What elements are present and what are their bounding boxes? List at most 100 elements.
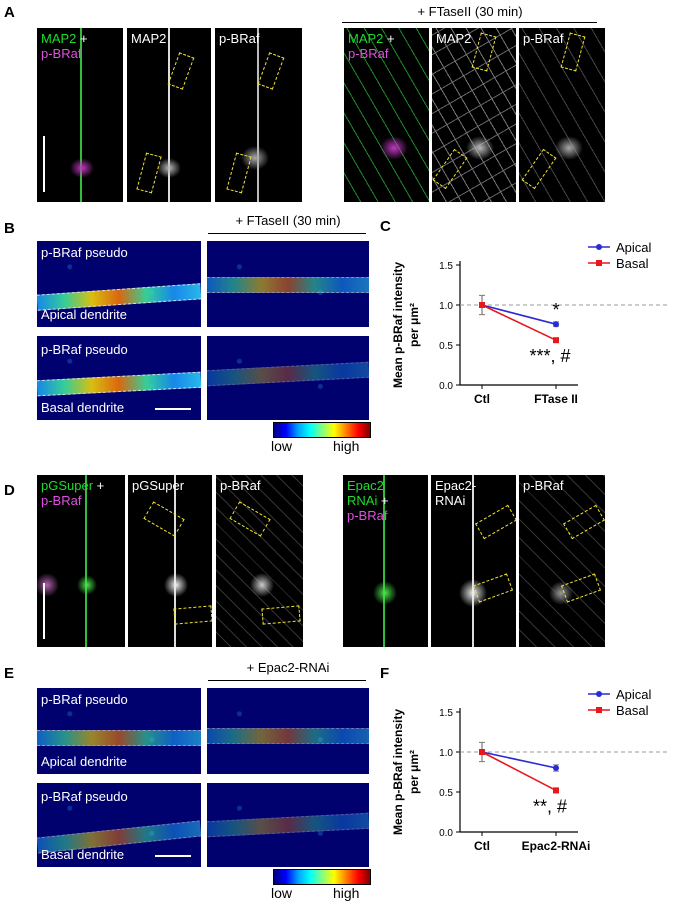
- panel-c-ytick-label-2: 1.0: [439, 301, 453, 312]
- panel-letter-d: D: [4, 482, 15, 499]
- panel-a-header-line: [342, 22, 597, 23]
- panel-c-legend-label-apical: Apical: [616, 240, 652, 255]
- panel-a-ctl-merge-label-map2: MAP2: [41, 31, 77, 46]
- panel-b-treatment-header: + FTaseII (30 min): [235, 213, 341, 228]
- panel-c-ytick-label-0: 0.0: [439, 381, 453, 392]
- panel-f-sig-basal: **, #: [533, 796, 567, 816]
- panel-f-xtick-label-1: Epac2-RNAi: [522, 839, 591, 853]
- panel-a-ctl-pbraf-image: p-BRaf: [215, 28, 302, 202]
- panel-d-treated-gfp-basal-box: [473, 573, 513, 603]
- panel-a-treated-map2-image: MAP2: [432, 28, 516, 202]
- panel-f-point-apical-1: [553, 765, 559, 771]
- panel-c-chart: C Mean p-BRaf intensity per μm² 0.0 0.5 1.0 1.…: [380, 218, 670, 406]
- panel-e-basal-region-label: Basal dendrite: [41, 847, 125, 862]
- panel-a-treatment-header: + FTaseII (30 min): [417, 4, 523, 19]
- panel-d-ctl-gfp-apical-box: [143, 501, 185, 537]
- panel-a-ctl-map2-label: MAP2: [131, 31, 167, 46]
- panel-d-ctl-merge-image: pGSuper + p-BRaf: [37, 475, 125, 647]
- panel-d-ctl-merge-label-pbraf: p-BRaf: [41, 493, 82, 508]
- panel-b-colorbar-high: high: [333, 438, 360, 454]
- panel-a-ctl-pbraf-label: p-BRaf: [219, 31, 260, 46]
- panel-a-treated-merge-label-map2: MAP2: [348, 31, 384, 46]
- panel-d-treated-gfp-apical-box: [475, 504, 516, 540]
- panel-e-basal-ctl-image: p-BRaf pseudo Basal dendrite: [37, 783, 201, 867]
- panel-e-colorbar-low: low: [271, 885, 293, 901]
- panel-d-ctl-gfp-image: pGSuper: [128, 475, 212, 647]
- panel-c-point-basal-1: [553, 337, 559, 344]
- panel-letter-a: A: [4, 4, 15, 21]
- panel-b-basal-ctl-image: p-BRaf pseudo Basal dendrite: [37, 336, 201, 420]
- panel-b-apical-treated-image: [207, 241, 369, 327]
- panel-d-scale-bar: [43, 583, 45, 639]
- panel-d-treated-merge-image: Epac2 RNAi + p-BRaf: [343, 475, 428, 647]
- panel-d-ctl-gfp-basal-box: [173, 605, 212, 625]
- panel-e-apical-ctl-label: p-BRaf pseudo: [41, 692, 128, 707]
- panel-b-basal-ctl-label: p-BRaf pseudo: [41, 342, 128, 357]
- panel-a-ctl-pbraf-basal-box: [226, 152, 252, 194]
- panel-f-chart: F Mean p-BRaf intensity per μm² 0.0 0.5 1.0 1.…: [380, 665, 670, 853]
- panel-a-ctl-merge-plus: +: [80, 31, 88, 46]
- panel-f-ytick-label-0: 0.0: [439, 828, 453, 839]
- panel-d-ctl-merge-plus: +: [96, 478, 105, 493]
- panel-f-ytick-label-1: 0.5: [439, 788, 453, 799]
- panel-d-treated-pbraf-label: p-BRaf: [523, 478, 564, 493]
- panel-f-legend-marker-apical: [596, 691, 602, 697]
- panel-c-panel-letter: C: [380, 218, 391, 235]
- panel-b-apical-ctl-image: p-BRaf pseudo Apical dendrite: [37, 241, 201, 327]
- panel-f-series-line-apical: [481, 751, 557, 769]
- panel-e-apical-region-label: Apical dendrite: [41, 754, 127, 769]
- panel-a-ctl-map2-basal-box: [136, 152, 162, 194]
- panel-d-treated-pbraf-image: p-BRaf: [519, 475, 605, 647]
- panel-e-treatment-header: + Epac2-RNAi: [246, 660, 330, 675]
- panel-d-ctl-pbraf-image: p-BRaf: [216, 475, 303, 647]
- panel-c-sig-basal: ***, #: [529, 346, 570, 366]
- panel-d-ctl-pbraf-basal-box: [261, 605, 301, 625]
- panel-a-treated-pbraf-apical-box: [560, 32, 586, 72]
- panel-d-ctl-pbraf-label: p-BRaf: [220, 478, 261, 493]
- panel-f-ytick-label-2: 1.0: [439, 748, 453, 759]
- panel-a-ctl-merge-label-pbraf: p-BRaf: [41, 46, 82, 61]
- panel-d-treated-merge-label-epac2: Epac2: [347, 478, 384, 493]
- panel-e-colorbar-high: high: [333, 885, 360, 901]
- panel-a-treated-pbraf-basal-box: [521, 148, 557, 190]
- panel-letter-e: E: [4, 665, 15, 682]
- panel-e-basal-ctl-label: p-BRaf pseudo: [41, 789, 128, 804]
- panel-a-treated-pbraf-label: p-BRaf: [523, 31, 564, 46]
- panel-a-treated-merge-image: MAP2 + p-BRaf: [344, 28, 429, 202]
- panel-e-basal-treated-image: [207, 783, 369, 867]
- panel-d-ctl-merge-label-gfp: pGSuper: [41, 478, 94, 493]
- panel-f-ylabel-line1: Mean p-BRaf intensity: [391, 709, 405, 835]
- panel-d-treated-pbraf-apical-box: [563, 504, 605, 540]
- panel-c-ytick-label-1: 0.5: [439, 341, 453, 352]
- panel-b-scale-bar: [155, 408, 191, 410]
- panel-c-ytick-label-3: 1.5: [439, 261, 453, 272]
- panel-a-scale-bar: [43, 136, 45, 192]
- panel-d-treated-gfp-label-line1: Epac2-: [435, 478, 477, 493]
- panel-c-series-line-basal: [481, 304, 557, 341]
- panel-a-treated-map2-basal-box: [432, 148, 468, 190]
- panel-f-point-basal-1: [553, 787, 559, 794]
- panel-c-legend-marker-basal: [596, 260, 602, 266]
- panel-f-panel-letter: F: [380, 665, 389, 682]
- panel-a-treated-merge-plus: +: [387, 31, 395, 46]
- panel-c-legend-marker-apical: [596, 244, 602, 250]
- panel-d-ctl-pbraf-apical-box: [229, 501, 271, 537]
- panel-b-colorbar: [273, 422, 371, 438]
- panel-e-header-line: [208, 680, 366, 681]
- panel-c-sig-apical: *: [552, 300, 559, 320]
- panel-e-scale-bar: [155, 855, 191, 857]
- panel-c-ylabel-line1: Mean p-BRaf intensity: [391, 262, 405, 388]
- panel-a-ctl-merge-image: MAP2 + p-BRaf: [37, 28, 123, 202]
- panel-letter-b: B: [4, 220, 15, 237]
- panel-c-xtick-label-1: FTase II: [534, 392, 578, 406]
- panel-b-header-line: [208, 233, 366, 234]
- panel-b-apical-region-label: Apical dendrite: [41, 307, 127, 322]
- panel-f-series-line-basal: [481, 751, 557, 792]
- panel-f-ytick-label-3: 1.5: [439, 708, 453, 719]
- panel-d-treated-gfp-image: Epac2- RNAi: [431, 475, 516, 647]
- panel-b-colorbar-low: low: [271, 438, 293, 454]
- panel-c-legend-label-basal: Basal: [616, 256, 649, 271]
- panel-d-treated-merge-plus: +: [380, 493, 389, 508]
- panel-c-xtick-label-0: Ctl: [474, 392, 490, 406]
- panel-f-point-basal-0: [479, 749, 485, 755]
